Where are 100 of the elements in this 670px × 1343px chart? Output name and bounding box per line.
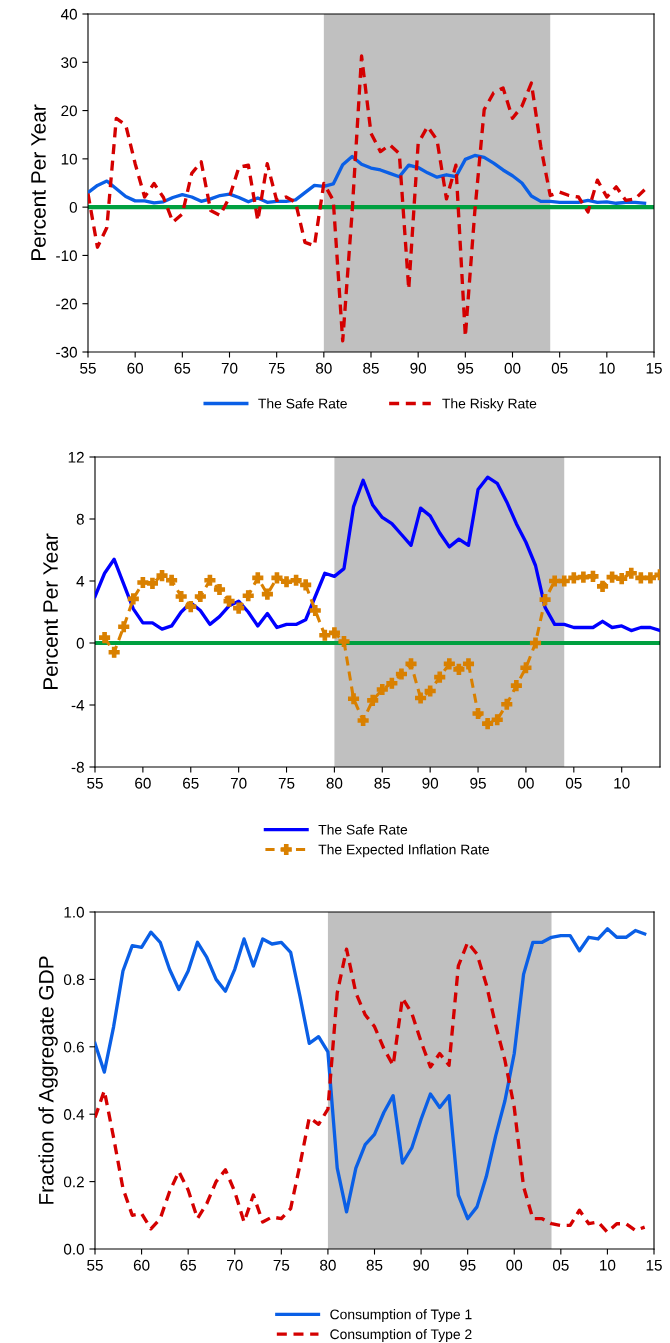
point <box>118 621 130 633</box>
x-tick-label: 60 <box>135 777 151 789</box>
y-tick-label: 0.6 <box>63 1041 84 1053</box>
point <box>204 574 216 586</box>
x-tick-label: 65 <box>174 362 191 374</box>
legend-label: Consumption of Type 1 <box>330 1309 472 1323</box>
point <box>280 576 293 588</box>
y-tick-label: -10 <box>56 250 77 262</box>
x-tick-label: 15 <box>646 1259 662 1271</box>
x-tick-label: 55 <box>87 777 103 789</box>
x-tick-label: 05 <box>565 777 582 789</box>
legend-label: The Risky Rate <box>442 398 537 412</box>
line-series <box>88 54 647 343</box>
point <box>616 573 628 585</box>
point <box>146 577 159 589</box>
point <box>395 668 407 680</box>
x-tick-label: 55 <box>87 1259 103 1271</box>
point <box>587 570 599 582</box>
x-tick-label: 90 <box>422 777 439 789</box>
point <box>596 580 609 592</box>
point <box>520 662 532 674</box>
x-tick-label: 85 <box>363 362 379 374</box>
point <box>510 680 522 692</box>
y-tick-label: 4 <box>76 576 85 587</box>
line-series <box>95 475 660 633</box>
point <box>242 590 254 602</box>
x-tick-label: 80 <box>320 1259 336 1271</box>
x-tick-label: 00 <box>506 1259 523 1271</box>
point <box>376 683 388 696</box>
point <box>223 595 235 607</box>
point <box>127 593 139 605</box>
line-series <box>88 153 647 205</box>
x-tick-label: 75 <box>273 1259 290 1271</box>
y-tick-label: 30 <box>61 57 77 68</box>
point <box>529 637 542 649</box>
y-tick-label: 20 <box>61 105 77 117</box>
point <box>472 707 484 720</box>
point <box>424 685 436 697</box>
point <box>644 572 656 584</box>
x-tick-label: 60 <box>133 1259 150 1271</box>
x-tick-label: 75 <box>278 777 295 789</box>
x-tick-label: 00 <box>504 362 521 374</box>
x-tick-label: 85 <box>366 1259 383 1271</box>
point <box>137 576 149 589</box>
x-tick-label: 95 <box>470 777 486 789</box>
y-tick-label: -4 <box>71 700 85 711</box>
x-tick-label: 10 <box>614 777 630 789</box>
point <box>175 590 187 603</box>
x-tick-label: 05 <box>552 1259 569 1271</box>
point <box>357 714 369 727</box>
point <box>309 604 321 617</box>
y-tick-label: 12 <box>68 451 84 463</box>
y-tick-label: 8 <box>76 513 84 525</box>
point <box>501 698 513 710</box>
y-tick-label: -20 <box>56 298 77 310</box>
y-axis-title: Percent Per Year <box>31 104 46 261</box>
x-tick-label: 70 <box>230 777 247 789</box>
x-tick-label: 95 <box>457 362 474 374</box>
x-tick-label: 90 <box>410 362 427 374</box>
x-tick-label: 75 <box>268 362 285 374</box>
point <box>156 570 168 582</box>
point <box>539 594 551 606</box>
point <box>491 714 503 726</box>
x-tick-label: 65 <box>180 1259 197 1271</box>
x-tick-label: 65 <box>183 777 199 789</box>
y-axis-title: Fraction of Aggregate GDP <box>38 956 58 1204</box>
point <box>233 602 245 614</box>
x-tick-label: 10 <box>600 1259 616 1271</box>
x-tick-label: 05 <box>551 362 568 374</box>
point <box>558 575 570 587</box>
x-tick-label: 55 <box>80 362 96 374</box>
point <box>108 646 120 658</box>
point <box>194 590 206 603</box>
point <box>482 718 494 730</box>
point <box>405 658 417 670</box>
point <box>252 572 264 584</box>
point <box>462 658 475 670</box>
y-tick-label: -30 <box>56 346 77 358</box>
y-tick-label: -8 <box>71 761 84 773</box>
point <box>166 574 178 586</box>
point <box>185 601 197 613</box>
point <box>443 658 455 670</box>
y-tick-label: 1.0 <box>64 906 84 918</box>
point <box>261 588 273 600</box>
point <box>271 572 283 584</box>
y-tick-label: 0 <box>76 637 84 649</box>
y-tick-label: 0 <box>69 202 77 213</box>
legend-label: Consumption of Type 2 <box>330 1328 472 1342</box>
point <box>290 574 302 586</box>
x-tick-label: 70 <box>227 1259 243 1271</box>
y-axis-title: Percent Per Year <box>43 533 58 690</box>
y-tick-label: 10 <box>61 153 77 165</box>
x-tick-label: 80 <box>316 362 332 374</box>
legend-label: The Safe Rate <box>318 824 408 835</box>
point <box>568 572 580 584</box>
point <box>434 671 446 683</box>
point <box>453 663 465 675</box>
y-tick-label: 40 <box>60 8 77 20</box>
x-tick-label: 95 <box>459 1259 476 1271</box>
point <box>300 579 312 591</box>
